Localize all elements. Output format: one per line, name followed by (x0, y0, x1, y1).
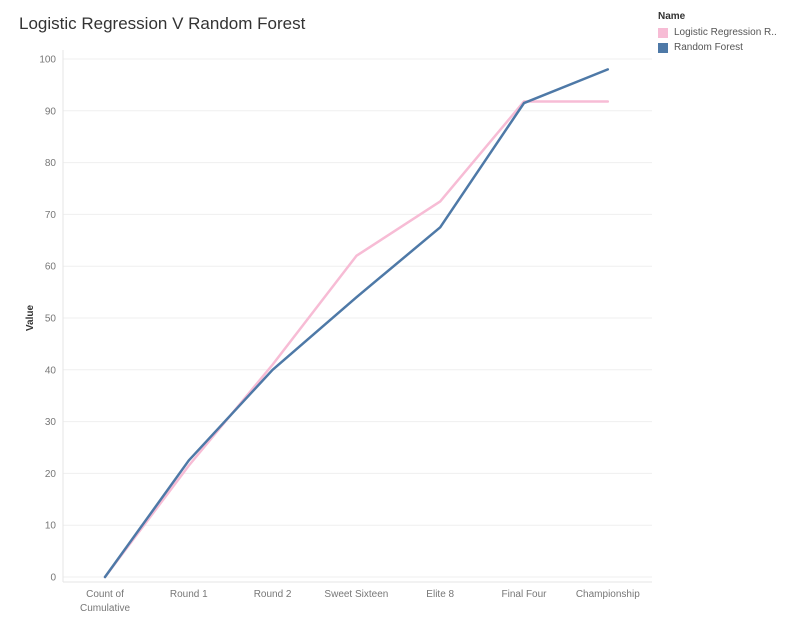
legend-title: Name (658, 11, 686, 22)
legend-label-random-forest: Random Forest (674, 42, 743, 53)
y-tick-label: 80 (45, 158, 57, 169)
y-tick-label: 40 (45, 365, 57, 376)
y-tick-label: 90 (45, 106, 57, 117)
y-tick-label: 10 (45, 521, 57, 532)
y-tick-label: 20 (45, 469, 57, 480)
y-tick-label: 100 (39, 55, 56, 66)
legend: Name Logistic Regression R.. Random Fore… (658, 11, 777, 55)
y-tick-label: 70 (45, 210, 57, 221)
x-tick-label: Championship (576, 589, 640, 600)
x-tick-label: Count of Cumulative (80, 589, 130, 614)
legend-swatch-random-forest (658, 42, 668, 53)
legend-swatch-logistic (658, 27, 668, 38)
legend-item-logistic[interactable]: Logistic Regression R.. (658, 25, 777, 40)
x-tick-label: Round 1 (170, 589, 208, 600)
series-line-random-forest[interactable] (103, 68, 610, 579)
series-line-logistic-regression[interactable] (103, 100, 610, 579)
chart-title: Logistic Regression V Random Forest (19, 14, 306, 33)
x-tick-label: Round 2 (254, 589, 292, 600)
y-tick-label: 50 (45, 314, 57, 325)
legend-item-random-forest[interactable]: Random Forest (658, 40, 777, 55)
legend-label-logistic: Logistic Regression R.. (674, 27, 777, 38)
x-tick-label: Sweet Sixteen (324, 589, 388, 600)
y-axis-ticks: 0 10 20 30 40 50 60 70 80 90 100 (39, 55, 56, 584)
y-tick-label: 30 (45, 417, 57, 428)
gridlines (62, 50, 652, 583)
series-lines (103, 68, 610, 579)
y-axis-label: Value (25, 305, 36, 332)
x-axis-ticks: Count of Cumulative Round 1 Round 2 Sweet Si… (80, 589, 640, 614)
y-tick-label: 60 (45, 262, 57, 273)
x-tick-label: Elite 8 (426, 589, 454, 600)
y-tick-label: 0 (50, 573, 56, 584)
x-tick-label: Final Four (501, 589, 547, 600)
